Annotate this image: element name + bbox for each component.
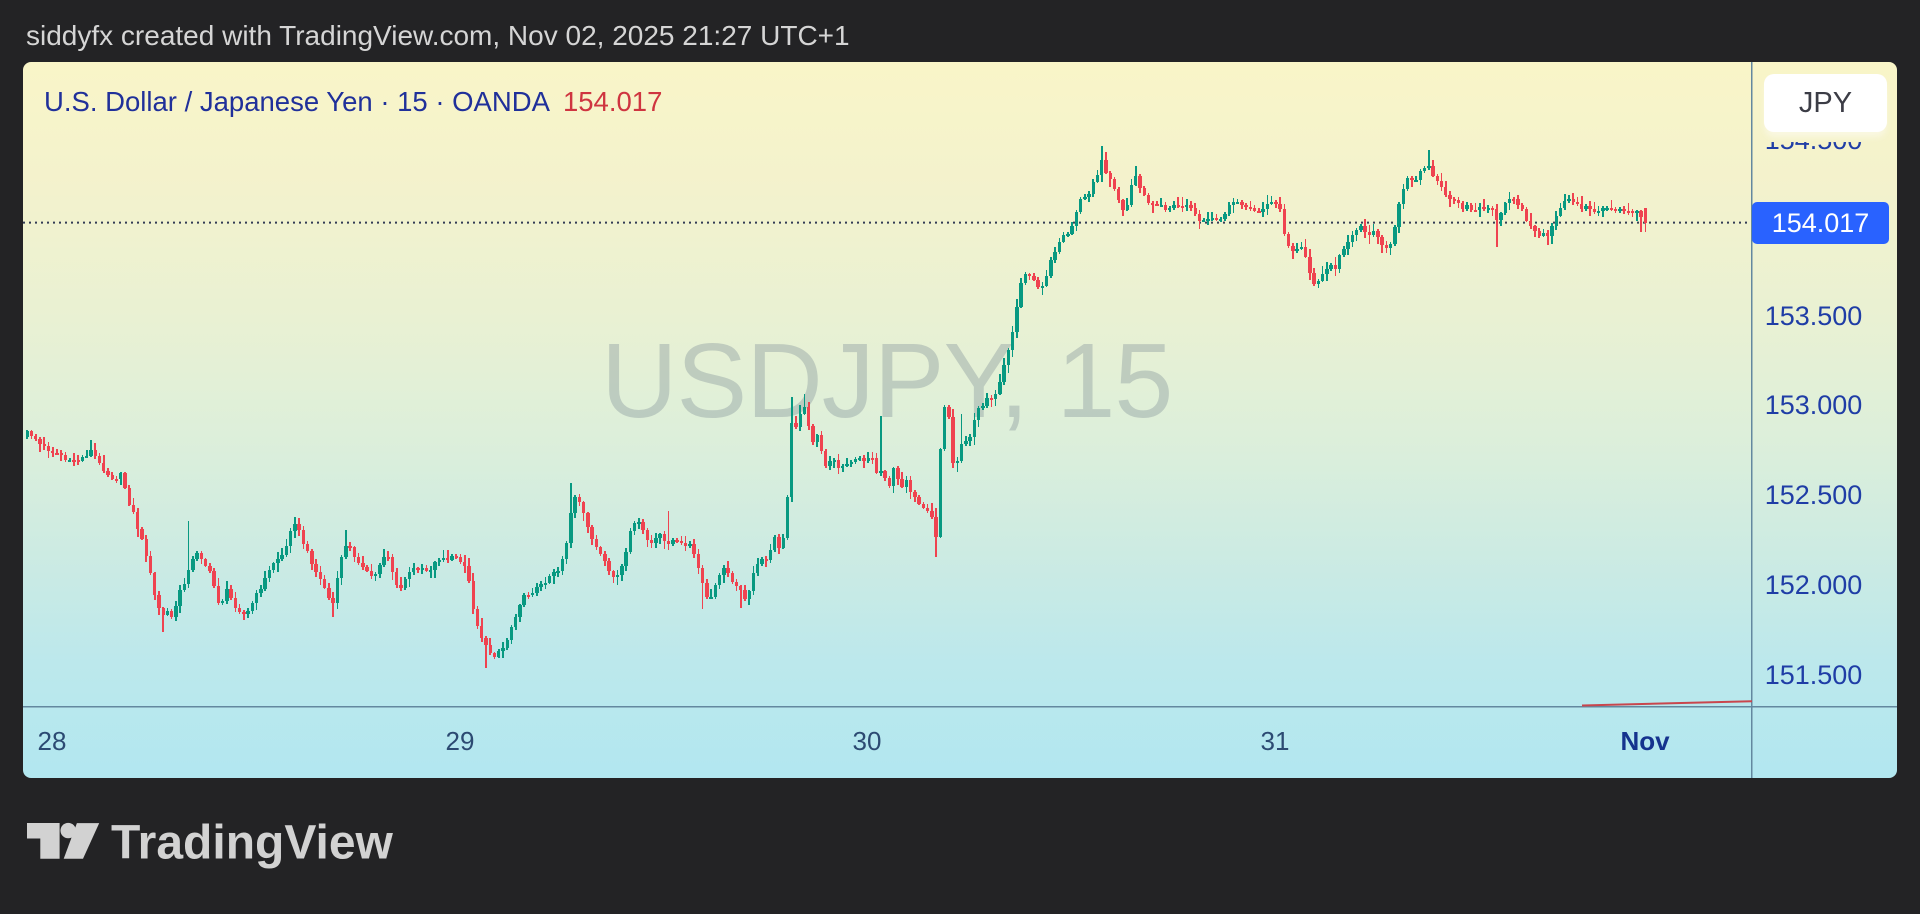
svg-text:TradingView: TradingView bbox=[111, 817, 394, 870]
